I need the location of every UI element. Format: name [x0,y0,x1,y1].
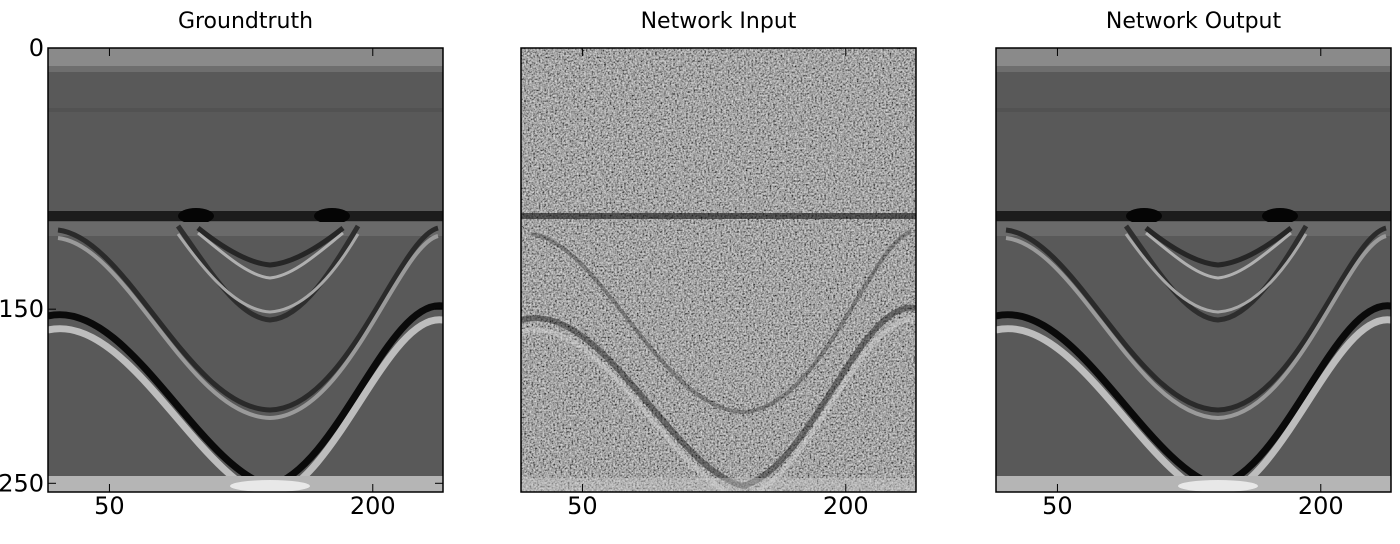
x-tick-label: 200 [350,492,396,520]
panel-title: Groundtruth [178,9,313,34]
y-tick-label: 150 [0,295,44,323]
y-tick-label: 250 [0,469,44,497]
x-tick-label: 200 [1298,492,1344,520]
y-tick-label: 0 [29,34,44,62]
x-tick-label: 200 [823,492,869,520]
panel-title: Network Output [1106,9,1282,34]
image [48,48,443,498]
panel-title: Network Input [641,9,797,34]
x-tick-label: 50 [94,492,125,520]
axes-frame [995,47,1392,493]
x-tick-label: 50 [567,492,598,520]
axes-frame [520,47,917,493]
axes-frame [47,47,444,493]
x-tick-label: 50 [1042,492,1073,520]
noisy-image [521,48,916,498]
image [996,48,1391,498]
